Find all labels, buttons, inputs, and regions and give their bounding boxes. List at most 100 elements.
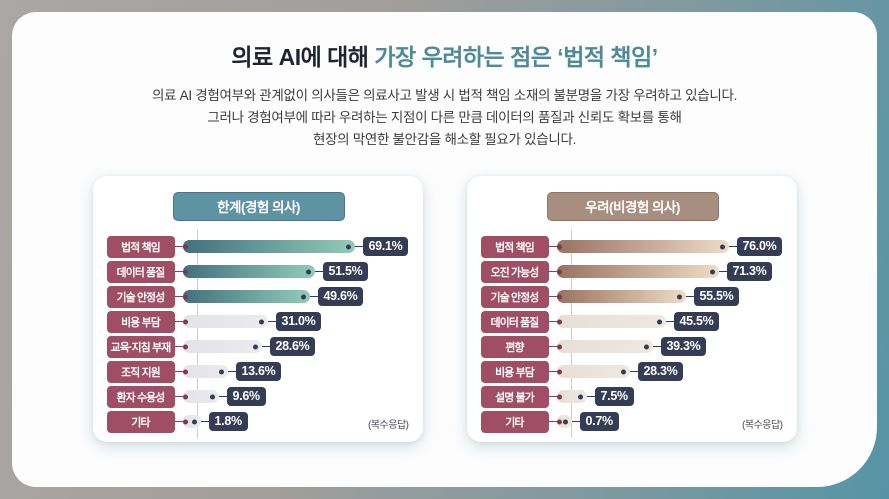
value-badge: 13.6%: [235, 362, 282, 381]
bar: [182, 390, 219, 403]
category-badge: 교육·지침 부재: [106, 335, 175, 358]
chart-row: 비용 부담 31.0%: [106, 309, 411, 334]
axis-dot: [556, 369, 562, 374]
axis-dot: [182, 419, 188, 424]
bar-end-dot: [656, 319, 662, 324]
value-connector: [354, 245, 363, 248]
bar: [556, 390, 587, 403]
label-connector: [174, 394, 188, 399]
bar-end-dot: [676, 294, 682, 299]
category-badge: 비용 부담: [480, 360, 549, 383]
bar: [556, 365, 630, 378]
value-badge: 7.5%: [594, 387, 634, 406]
category-badge: 조직 지원: [106, 360, 175, 383]
label-connector: [548, 269, 562, 274]
value-badge: 39.3%: [660, 337, 707, 356]
bar: [182, 415, 201, 428]
axis-dot: [556, 344, 562, 349]
bar: [182, 315, 268, 328]
axis-dot: [182, 394, 188, 399]
axis-line: [196, 230, 198, 438]
value-badge: 76.0%: [736, 237, 783, 256]
bar-end-dot: [191, 419, 197, 424]
axis-dot: [182, 269, 188, 274]
multiple-response-note: (복수응답): [742, 420, 783, 431]
chart-header-badge: 한계(경험 의사): [172, 192, 345, 221]
bar-rows: 법적 책임 69.1% 데이터 품질 51.5% 기술 안정성 49.6% 비용 부담 31.…: [106, 230, 411, 438]
category-badge: 오진 가능성: [480, 260, 549, 283]
bar-area: 39.3%: [556, 337, 785, 356]
bar: [556, 340, 653, 353]
bar-area: 28.6%: [182, 337, 411, 356]
chart-row: 교육·지침 부재 28.6%: [106, 334, 411, 359]
value-connector: [629, 370, 638, 373]
bar-end-dot: [305, 269, 311, 274]
bar: [182, 265, 315, 278]
bar-end-dot: [620, 369, 626, 374]
value-badge: 31.0%: [275, 312, 322, 331]
label-connector: [174, 369, 188, 374]
axis-dot: [182, 344, 188, 349]
chart-card-experienced: 한계(경험 의사) 법적 책임 69.1% 데이터 품질 51.5% 기술 안정성 49.…: [92, 176, 423, 442]
value-connector: [227, 370, 236, 373]
bar-rows: 법적 책임 76.0% 오진 가능성 71.3% 기술 안정성 55.5% 데이터 품질 45…: [480, 230, 785, 438]
bar: [182, 240, 355, 253]
value-badge: 71.3%: [726, 262, 773, 281]
bar-area: 71.3%: [556, 262, 785, 281]
label-connector: [174, 344, 188, 349]
title-highlight: 가장 우려하는 점은 ‘법적 책임’: [374, 44, 658, 70]
category-badge: 기술 안정성: [480, 285, 549, 308]
value-badge: 55.5%: [693, 287, 740, 306]
bar: [182, 290, 310, 303]
axis-dot: [556, 419, 562, 424]
value-badge: 51.5%: [322, 262, 369, 281]
bar-area: 7.5%: [556, 387, 785, 406]
bar: [182, 340, 262, 353]
bar-end-dot: [643, 344, 649, 349]
chart-row: 설명 불가 7.5%: [480, 384, 785, 409]
category-badge: 환자 수용성: [106, 385, 175, 408]
bar: [556, 290, 686, 303]
bar-end-dot: [562, 419, 568, 424]
label-connector: [548, 244, 562, 249]
label-connector: [548, 419, 562, 424]
value-connector: [571, 420, 580, 423]
bar-area: 13.6%: [182, 362, 411, 381]
value-connector: [718, 270, 727, 273]
chart-card-inexperienced: 우려(비경험 의사) 법적 책임 76.0% 오진 가능성 71.3% 기술 안정성 55…: [466, 176, 797, 442]
value-badge: 69.1%: [362, 237, 409, 256]
value-connector: [314, 270, 323, 273]
category-badge: 법적 책임: [106, 235, 175, 258]
charts-container: 한계(경험 의사) 법적 책임 69.1% 데이터 품질 51.5% 기술 안정성 49.…: [12, 176, 877, 442]
axis-dot: [556, 269, 562, 274]
value-connector: [218, 395, 227, 398]
bar-area: 49.6%: [182, 287, 411, 306]
category-badge: 데이터 품질: [106, 260, 175, 283]
label-connector: [174, 319, 188, 324]
bar-area: 9.6%: [182, 387, 411, 406]
axis-dot: [556, 394, 562, 399]
chart-row: 법적 책임 76.0%: [480, 234, 785, 259]
value-connector: [685, 295, 694, 298]
label-connector: [174, 269, 188, 274]
value-connector: [267, 320, 276, 323]
axis-line: [570, 230, 572, 438]
bar-end-dot: [252, 344, 258, 349]
axis-dot: [182, 294, 188, 299]
value-connector: [586, 395, 595, 398]
chart-row: 오진 가능성 71.3%: [480, 259, 785, 284]
chart-row: 비용 부담 28.3%: [480, 359, 785, 384]
chart-header-badge: 우려(비경험 의사): [546, 192, 719, 221]
bar: [556, 415, 572, 428]
category-badge: 설명 불가: [480, 385, 549, 408]
value-connector: [652, 345, 661, 348]
subtitle: 의료 AI 경험여부와 관계없이 의사들은 의료사고 발생 시 법적 책임 소재…: [12, 85, 877, 151]
label-connector: [548, 394, 562, 399]
title-prefix: 의료 AI에 대해: [231, 44, 375, 70]
value-badge: 28.6%: [269, 337, 316, 356]
value-badge: 9.6%: [226, 387, 266, 406]
label-connector: [548, 369, 562, 374]
bar: [182, 365, 228, 378]
bar-end-dot: [258, 319, 264, 324]
